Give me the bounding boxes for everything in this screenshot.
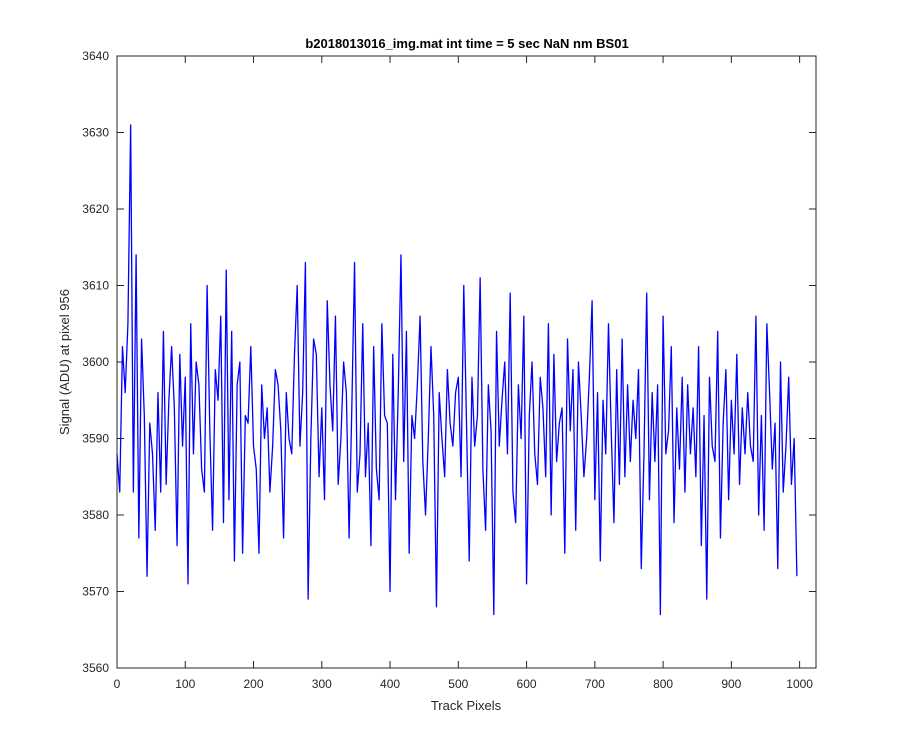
series-line-0 (116, 124, 798, 616)
y-tick-label: 3580 (82, 508, 109, 522)
x-tick-label: 0 (114, 677, 121, 691)
x-tick-label: 1000 (786, 677, 813, 691)
y-tick-label: 3600 (82, 355, 109, 369)
x-tick-label: 400 (380, 677, 400, 691)
x-tick-label: 100 (175, 677, 195, 691)
y-tick-label: 3590 (82, 432, 109, 446)
x-tick-label: 300 (312, 677, 332, 691)
x-tick-label: 900 (721, 677, 741, 691)
x-axis-label: Track Pixels (431, 698, 502, 713)
y-tick-label: 3630 (82, 126, 109, 140)
axes: 0 100 200 300 400 500 600 700 800 900 1000 3560 3570… (82, 49, 817, 691)
y-tick-label: 3620 (82, 202, 109, 216)
y-tick-label: 3570 (82, 585, 109, 599)
chart-title: b2018013016_img.mat int time = 5 sec NaN… (305, 36, 628, 51)
x-tick-label: 200 (244, 677, 264, 691)
x-tick-label: 800 (653, 677, 673, 691)
x-tick-label: 600 (517, 677, 537, 691)
y-tick-label: 3640 (82, 49, 109, 63)
y-axis-label: Signal (ADU) at pixel 956 (57, 289, 72, 435)
x-tick-label: 500 (448, 677, 468, 691)
y-tick-label: 3560 (82, 661, 109, 675)
y-tick-label: 3610 (82, 279, 109, 293)
plot-area (116, 124, 798, 616)
x-tick-label: 700 (585, 677, 605, 691)
